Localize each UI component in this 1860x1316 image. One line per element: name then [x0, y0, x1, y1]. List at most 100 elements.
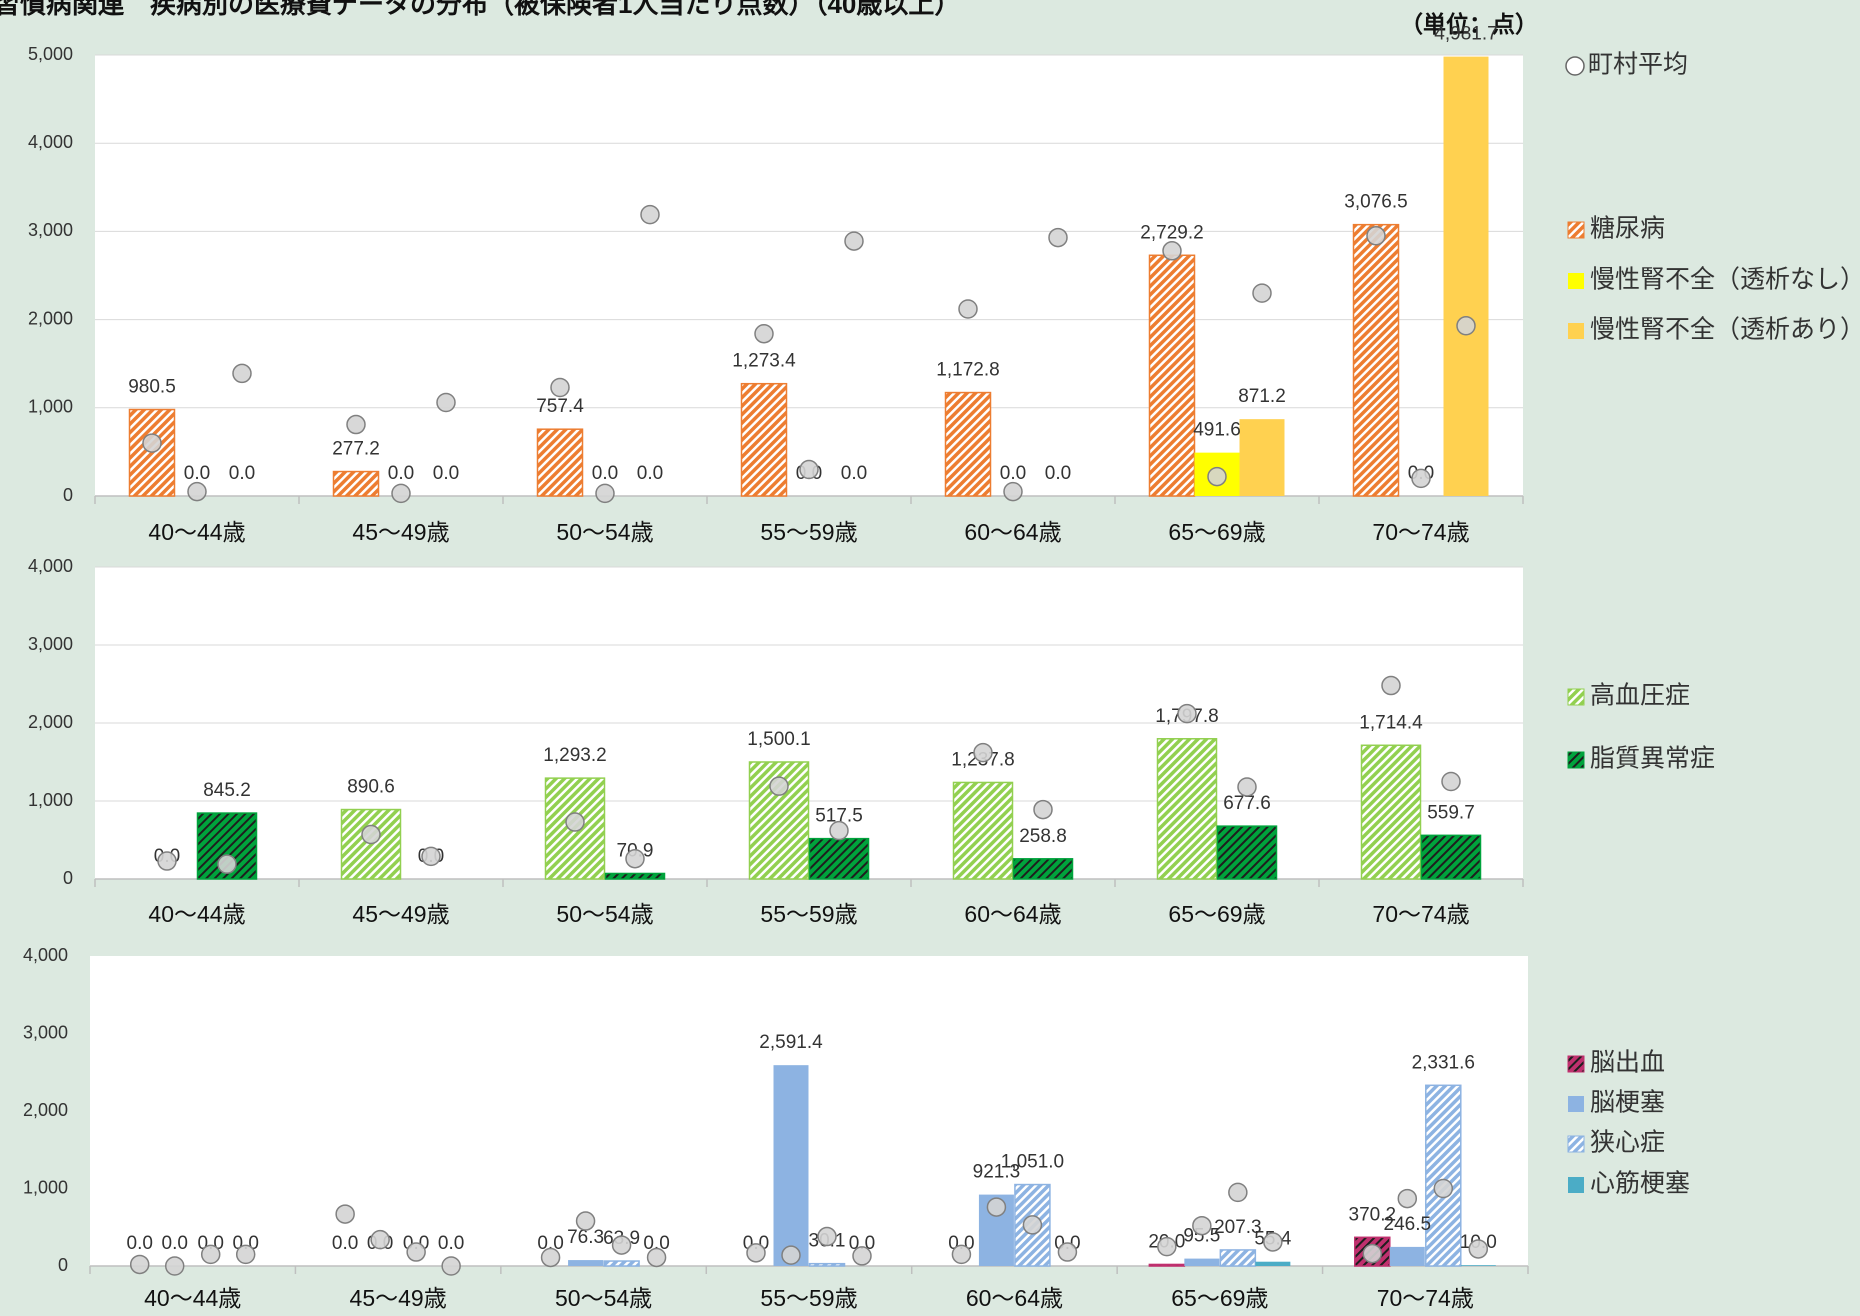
average-marker	[346, 414, 366, 435]
bar	[1012, 858, 1074, 880]
average-marker	[817, 1226, 837, 1247]
bar	[1352, 223, 1400, 497]
average-marker	[1057, 1242, 1078, 1262]
bar	[1389, 1246, 1425, 1266]
data-label: 277.2	[332, 439, 380, 460]
average-marker	[421, 846, 441, 867]
y-tick-label: 4,000	[23, 945, 68, 965]
data-label: 1,273.4	[732, 351, 796, 372]
x-tick-label: 40〜44歳	[148, 519, 245, 545]
data-label: 559.7	[1427, 802, 1475, 823]
data-label: 0.0	[643, 1233, 669, 1254]
x-tick-label: 45〜49歳	[350, 1285, 447, 1311]
average-marker	[958, 299, 978, 319]
unit-label: （単位：点）	[1400, 11, 1538, 37]
legend-swatch	[1568, 273, 1584, 289]
x-tick-label: 60〜64歳	[964, 901, 1061, 927]
data-label: 1,500.1	[747, 729, 810, 750]
data-label: 0.0	[1000, 463, 1026, 484]
average-marker	[129, 1254, 150, 1275]
average-marker	[441, 1256, 461, 1276]
legend-label: 慢性腎不全（透析あり）	[1590, 316, 1860, 344]
average-marker	[200, 1244, 221, 1265]
data-label: 0.0	[332, 1233, 358, 1254]
x-tick-label: 60〜64歳	[964, 519, 1061, 545]
data-label: 0.0	[433, 463, 459, 484]
x-tick-label: 55〜59歳	[760, 519, 857, 545]
average-marker	[550, 377, 570, 398]
average-marker	[1381, 675, 1401, 696]
average-marker	[1033, 799, 1053, 820]
average-marker	[852, 1246, 872, 1266]
bar	[568, 1260, 604, 1266]
average-marker	[1192, 1215, 1212, 1236]
data-label: 207.3	[1214, 1217, 1262, 1238]
average-marker	[1468, 1239, 1489, 1259]
average-marker	[1162, 241, 1182, 261]
x-tick-label: 55〜59歳	[760, 1285, 857, 1311]
bar	[1156, 738, 1218, 880]
x-tick-label: 70〜74歳	[1377, 1285, 1474, 1311]
bar	[603, 1260, 640, 1267]
data-label: 2,729.2	[1140, 222, 1203, 243]
average-marker	[1022, 1215, 1043, 1235]
y-tick-label: 4,000	[28, 556, 73, 576]
legend-swatch	[1567, 751, 1585, 769]
average-marker	[611, 1235, 632, 1255]
average-marker	[164, 1256, 185, 1276]
average-marker	[436, 392, 456, 413]
chart-title: 習慣病関連 疾病別の医療費データの分布（被保険者1人当たり点数）（40歳以上）	[0, 0, 960, 19]
average-marker	[1003, 481, 1023, 502]
average-marker	[1456, 316, 1476, 336]
legend-label: 高血圧症	[1590, 682, 1690, 710]
y-tick-label: 2,000	[28, 712, 73, 732]
bar	[773, 1065, 809, 1266]
average-marker	[1362, 1243, 1383, 1264]
x-tick-label: 65〜69歳	[1171, 1285, 1268, 1311]
average-marker	[973, 742, 993, 763]
average-marker	[781, 1245, 801, 1265]
x-tick-label: 45〜49歳	[352, 901, 449, 927]
average-marker	[754, 323, 774, 344]
average-marker	[1228, 1182, 1248, 1203]
data-label: 1,172.8	[936, 360, 999, 381]
legend-label: 狭心症	[1590, 1129, 1665, 1157]
bar	[1184, 1258, 1220, 1266]
legend-swatch	[1568, 1096, 1584, 1112]
data-label: 845.2	[203, 780, 251, 801]
average-marker	[391, 483, 411, 504]
data-label: 890.6	[347, 777, 395, 798]
average-marker	[1441, 771, 1461, 792]
y-tick-label: 3,000	[28, 220, 73, 240]
legend-label: 糖尿病	[1590, 215, 1665, 243]
x-tick-label: 70〜74歳	[1372, 901, 1469, 927]
legend-swatch	[1567, 688, 1585, 706]
y-tick-label: 0	[63, 868, 73, 888]
legend-label: 脂質異常症	[1590, 745, 1715, 773]
bar	[1219, 1249, 1257, 1267]
y-tick-label: 5,000	[28, 44, 73, 64]
data-label: 1,714.4	[1359, 712, 1423, 733]
legend-swatch	[1567, 1135, 1585, 1153]
data-label: 2,591.4	[759, 1032, 823, 1053]
average-marker	[986, 1197, 1007, 1217]
average-marker	[746, 1243, 766, 1263]
average-marker	[625, 848, 645, 869]
average-marker	[565, 812, 585, 832]
legend-label: 脳梗塞	[1590, 1089, 1665, 1117]
data-label: 0.0	[1045, 463, 1071, 484]
x-tick-label: 55〜59歳	[760, 901, 857, 927]
bar	[1148, 1263, 1186, 1267]
average-marker	[575, 1211, 596, 1231]
bar	[808, 837, 870, 880]
data-label: 0.0	[184, 463, 210, 484]
bar	[1443, 56, 1489, 496]
data-label: 4,981.7	[1434, 24, 1497, 45]
y-tick-label: 2,000	[23, 1100, 68, 1120]
average-marker	[769, 776, 789, 796]
data-label: 0.0	[637, 463, 663, 484]
data-label: 370.2	[1349, 1204, 1397, 1225]
plot-area	[95, 55, 1523, 496]
